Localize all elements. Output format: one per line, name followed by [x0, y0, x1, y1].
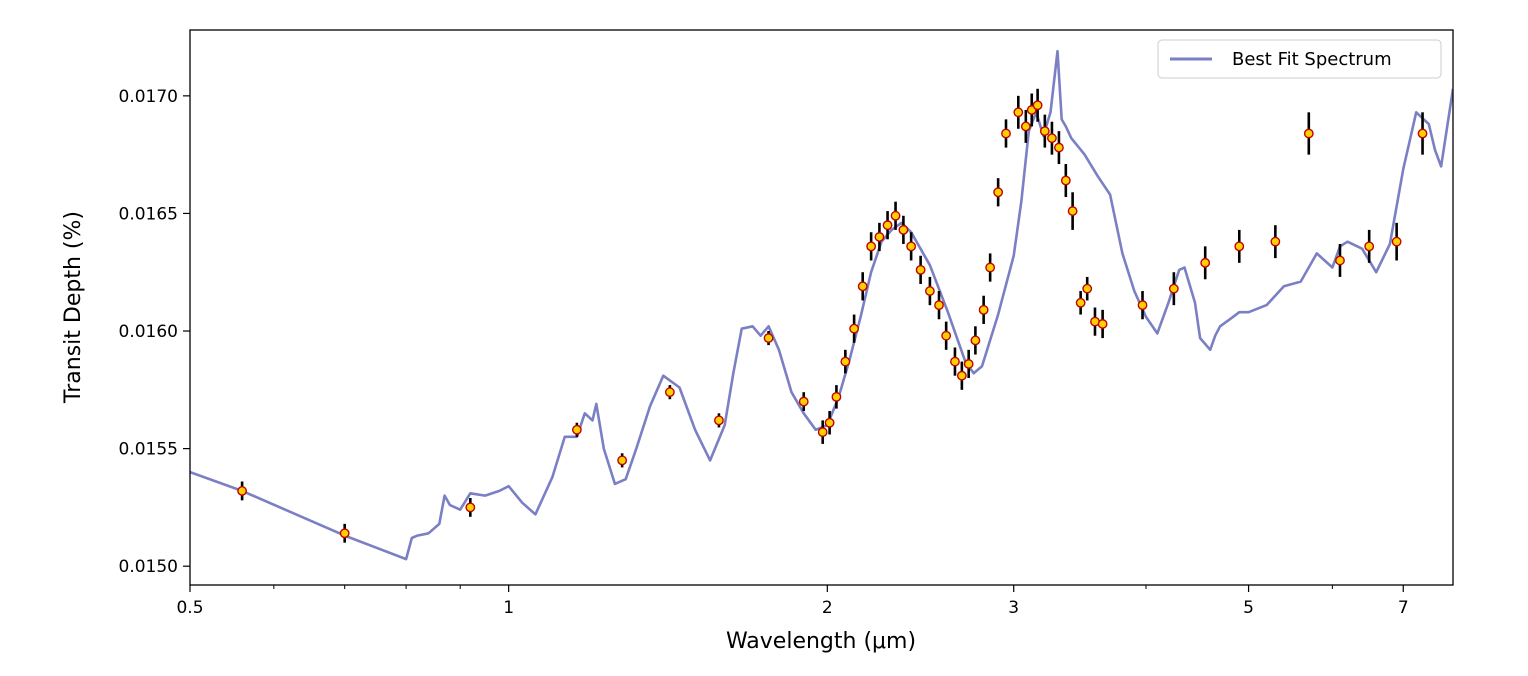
- data-point: [898, 224, 909, 235]
- x-axis-label: Wavelength (μm): [726, 629, 916, 654]
- data-point: [763, 333, 774, 343]
- data-point: [1097, 319, 1108, 329]
- data-point: [1137, 300, 1148, 311]
- y-tick-label: 0.0160: [119, 322, 178, 342]
- data-point: [237, 486, 248, 496]
- y-tick-label: 0.0165: [119, 204, 178, 224]
- data-point: [874, 232, 885, 242]
- data-point: [817, 427, 828, 438]
- data-point: [941, 330, 952, 341]
- data-point: [1020, 121, 1031, 132]
- x-tick-label: 3: [1008, 598, 1019, 618]
- plot-area: [190, 49, 1453, 561]
- x-tick-label: 2: [822, 598, 833, 618]
- data-point: [956, 370, 967, 381]
- data-point: [1075, 297, 1086, 308]
- data-point: [882, 220, 893, 231]
- data-point: [934, 300, 944, 311]
- data-point: [963, 359, 974, 369]
- y-tick-label: 0.0170: [119, 87, 178, 107]
- data-point: [950, 356, 960, 367]
- data-point: [970, 335, 981, 346]
- data-point: [465, 502, 476, 513]
- data-point: [1417, 128, 1428, 139]
- data-point: [866, 241, 877, 252]
- data-point: [1335, 255, 1345, 266]
- legend-label: Best Fit Spectrum: [1232, 49, 1392, 70]
- x-tick-label: 7: [1398, 598, 1409, 618]
- data-point: [1013, 107, 1024, 118]
- data-point: [1200, 257, 1211, 268]
- data-point: [571, 424, 582, 435]
- data-point: [993, 187, 1004, 198]
- x-tick-label: 5: [1243, 598, 1254, 618]
- x-tick-label: 0.5: [176, 598, 203, 618]
- data-point: [1082, 283, 1093, 294]
- data-point: [857, 281, 868, 292]
- data-point: [840, 356, 851, 367]
- data-point: [1234, 241, 1245, 252]
- data-point: [1047, 133, 1057, 144]
- data-point: [664, 387, 675, 398]
- data-point: [1067, 206, 1078, 216]
- data-point: [1060, 175, 1071, 186]
- data-point: [1391, 236, 1402, 247]
- data-point: [1001, 128, 1011, 139]
- axis-ticks: 0.5 1 2 3 5 7 0.0150 0.0155 0.0160 0.0165 0.0170: [119, 87, 1409, 618]
- plot-frame: [189, 29, 1454, 586]
- data-point: [906, 241, 917, 252]
- data-point: [1364, 241, 1375, 252]
- data-point: [925, 286, 935, 296]
- data-point: [831, 391, 842, 402]
- data-point: [824, 417, 835, 428]
- y-axis-label: Transit Depth (%): [61, 211, 86, 404]
- data-point: [849, 323, 860, 334]
- data-point: [985, 262, 996, 273]
- x-tick-label: 1: [503, 598, 514, 618]
- data-point: [890, 210, 901, 221]
- data-point: [339, 528, 350, 539]
- legend: Best Fit Spectrum: [1157, 39, 1442, 79]
- data-point: [798, 396, 809, 407]
- y-tick-label: 0.0155: [119, 440, 178, 460]
- legend-box: [1157, 39, 1442, 79]
- data-point: [1303, 128, 1314, 139]
- data-point: [1270, 236, 1281, 247]
- data-point: [617, 455, 628, 466]
- data-point: [1032, 100, 1043, 111]
- data-point: [714, 415, 724, 426]
- best-fit-spectrum-line: [190, 49, 1453, 561]
- data-point: [1054, 142, 1064, 153]
- data-point: [1168, 283, 1179, 294]
- data-point: [1039, 126, 1050, 137]
- x-minor-ticks: [273, 585, 1333, 589]
- y-tick-label: 0.0150: [119, 557, 178, 577]
- data-point: [915, 264, 926, 275]
- data-point: [978, 304, 989, 315]
